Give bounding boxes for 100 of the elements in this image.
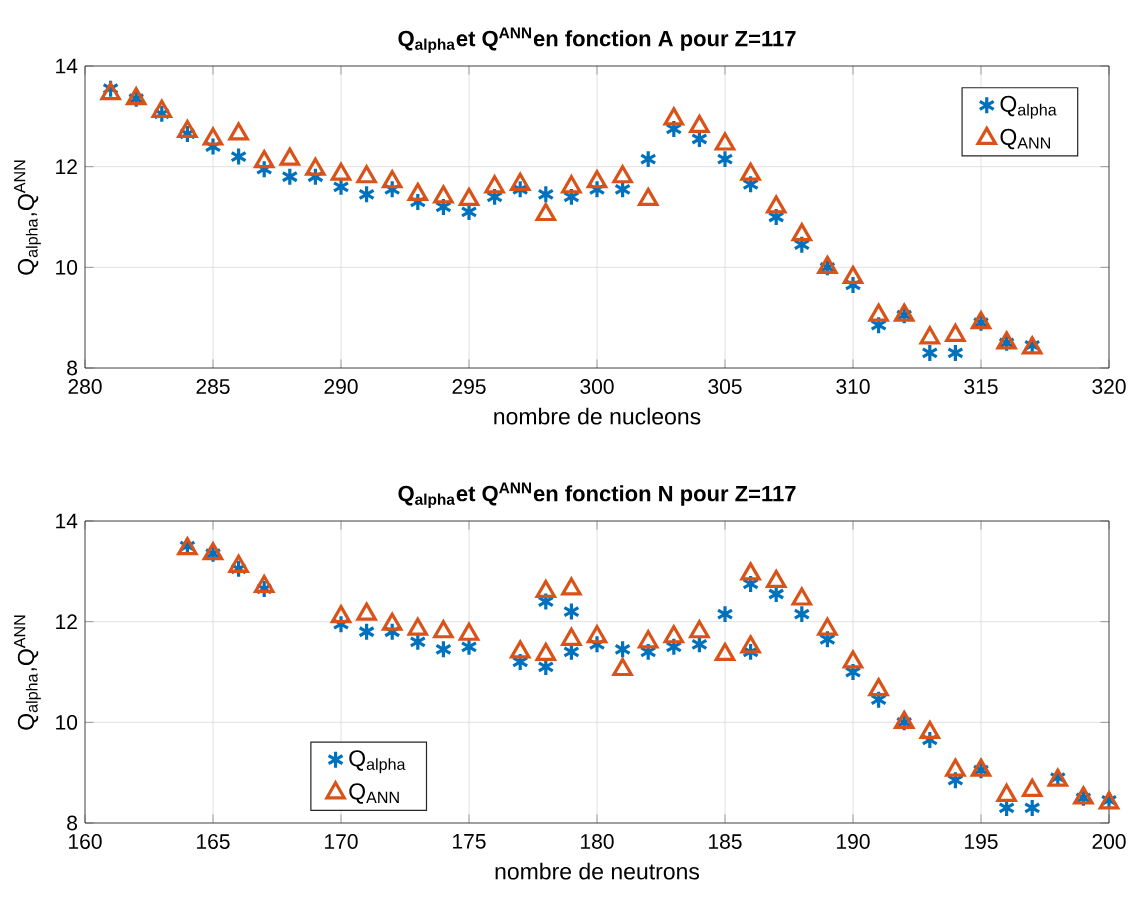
point [535,579,557,599]
point [946,343,964,363]
y-tick-label: 8 [67,815,78,831]
point [716,149,734,169]
chart-title: Q$_{alpha}$et Q$^{ANN}$en fonction A pour Z=117 [398,27,796,53]
point [562,602,580,622]
point [330,162,352,181]
point [358,622,376,642]
legend-label: Q$_{ANN}$ [349,783,399,804]
x-tick-label: 160 [69,834,102,849]
point [305,157,326,176]
x-tick-label: 195 [965,834,998,849]
point [356,165,377,184]
x-tick-label: 190 [837,834,870,849]
point [433,185,454,204]
x-tick-label: 285 [196,379,230,394]
point [791,587,813,606]
point [407,182,429,201]
legend-label: Q$_{alpha}$ [1000,95,1057,119]
point [663,625,685,644]
y-tick-label: 14 [56,513,78,529]
chart-title: Q$_{alpha}$et Q$^{ANN}$en fonction N pour Z=117 [398,482,796,508]
x-tick-label: 165 [197,834,230,849]
legend-label: Q$_{ANN}$ [1000,128,1050,150]
point [689,620,710,639]
y-axis-title: Q$_{alpha}$,Q$^{ANN}$ [14,160,41,275]
point [740,562,761,581]
x-tick-label: 280 [68,379,102,394]
y-tick-label: 8 [67,360,78,376]
point [381,612,403,631]
point [586,170,608,189]
point [281,167,299,187]
point [434,639,452,659]
point [358,184,376,204]
x-axis-title: nombre de neutrons [495,862,700,880]
point [639,149,657,169]
point [765,195,787,214]
point [561,627,582,646]
point [791,223,813,242]
point [716,604,734,624]
point [202,127,224,146]
point [228,554,249,573]
point [509,172,531,191]
point [921,343,939,363]
point [356,602,377,621]
point [919,326,941,345]
point [842,650,864,669]
point [740,635,761,654]
point [330,605,352,624]
point [535,642,557,661]
point [868,303,889,322]
x-tick-label: 310 [836,379,870,394]
point [765,569,787,589]
x-tick-label: 295 [452,379,486,394]
point [714,132,736,151]
point [614,639,632,659]
x-tick-label: 290 [324,379,358,394]
point [793,604,811,624]
point [612,165,633,184]
x-tick-label: 185 [709,834,742,849]
point [458,187,480,206]
x-tick-label: 300 [580,379,614,394]
x-tick-label: 315 [964,379,998,394]
point [586,625,608,644]
point [433,620,454,639]
point [740,162,761,181]
y-tick-label: 10 [56,259,78,275]
point [151,99,173,118]
y-tick-label: 14 [56,58,78,74]
x-tick-label: 170 [325,834,358,849]
x-tick-label: 305 [708,379,742,394]
point [535,202,557,222]
point [381,170,403,189]
point [509,640,531,659]
point [458,622,480,641]
point [407,617,429,636]
x-tick-label: 200 [1092,834,1126,849]
y-tick-label: 10 [56,714,78,730]
x-tick-label: 320 [1092,379,1126,394]
point [817,617,838,636]
point [279,147,301,166]
point [663,107,685,126]
point [612,657,633,677]
point [689,114,710,134]
point [253,574,275,594]
point [228,122,249,141]
point [637,630,659,649]
point [637,187,659,206]
y-tick-label: 12 [56,614,77,630]
x-axis-title: nombre de nucleons [494,407,701,425]
point [945,323,966,342]
point [842,265,864,284]
x-tick-label: 175 [453,834,486,849]
point [230,147,248,167]
point [714,642,736,661]
y-axis-title: Q$_{alpha}$,Q$^{ANN}$ [14,615,41,730]
y-tick-label: 12 [56,159,77,175]
point [537,184,555,204]
point [484,175,505,194]
point [561,577,582,596]
